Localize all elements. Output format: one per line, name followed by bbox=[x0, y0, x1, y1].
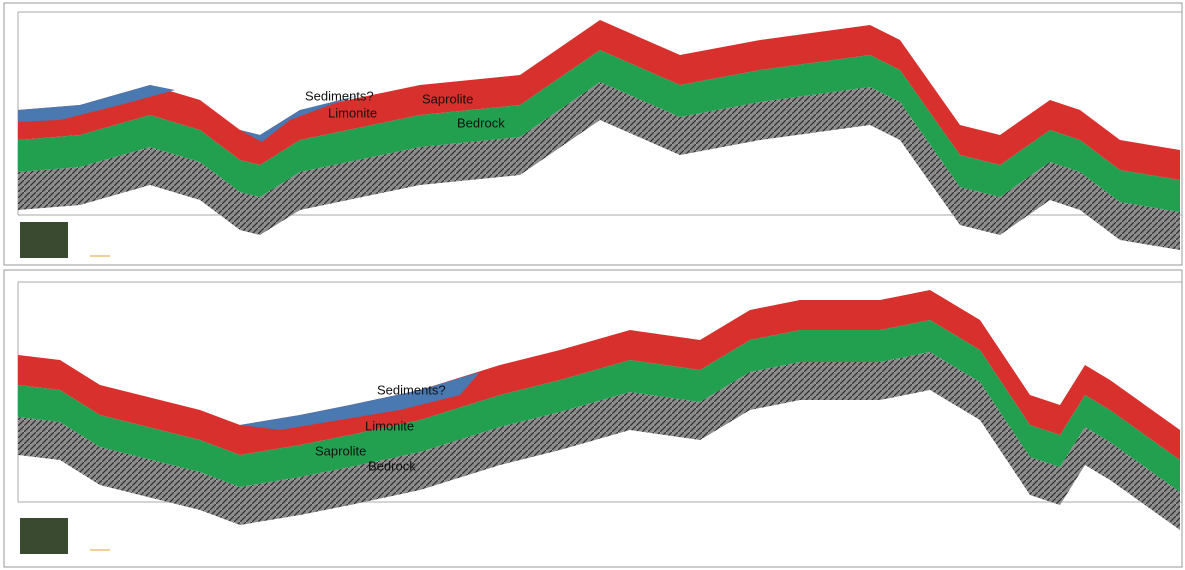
thumbnail-map bbox=[20, 222, 68, 258]
layer-label: Limonite bbox=[365, 418, 414, 433]
layer-label: Sediments? bbox=[377, 382, 446, 397]
layer bbox=[240, 372, 480, 430]
layer bbox=[240, 95, 360, 142]
layer-label: Sediments? bbox=[305, 88, 374, 103]
layer bbox=[18, 50, 1180, 212]
panel-frame bbox=[3, 2, 1183, 266]
layer-label: Limonite bbox=[328, 105, 377, 120]
layer bbox=[18, 82, 1180, 250]
layer-label: Saprolite bbox=[422, 91, 473, 106]
layer bbox=[18, 85, 175, 122]
layer-label: Bedrock bbox=[368, 458, 416, 473]
layer bbox=[18, 20, 1180, 180]
layer-label: Bedrock bbox=[457, 115, 505, 130]
panel-frame bbox=[3, 269, 1183, 568]
thumbnail-map bbox=[20, 518, 68, 554]
layer bbox=[18, 352, 1180, 530]
layer bbox=[18, 320, 1180, 492]
layer-label: Saprolite bbox=[315, 443, 366, 458]
